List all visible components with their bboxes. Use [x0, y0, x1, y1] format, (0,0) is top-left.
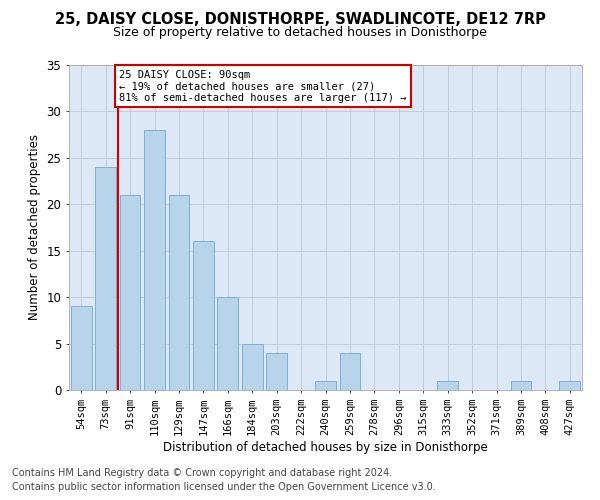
Bar — [437, 380, 458, 390]
X-axis label: Distribution of detached houses by size in Donisthorpe: Distribution of detached houses by size … — [163, 440, 488, 454]
Bar — [144, 130, 165, 390]
Bar — [242, 344, 263, 390]
Bar — [511, 380, 532, 390]
Bar — [119, 195, 140, 390]
Bar — [193, 242, 214, 390]
Text: Contains public sector information licensed under the Open Government Licence v3: Contains public sector information licen… — [12, 482, 436, 492]
Bar — [266, 353, 287, 390]
Bar — [71, 306, 92, 390]
Text: 25 DAISY CLOSE: 90sqm
← 19% of detached houses are smaller (27)
81% of semi-deta: 25 DAISY CLOSE: 90sqm ← 19% of detached … — [119, 70, 407, 103]
Bar — [217, 297, 238, 390]
Bar — [169, 195, 190, 390]
Text: 25, DAISY CLOSE, DONISTHORPE, SWADLINCOTE, DE12 7RP: 25, DAISY CLOSE, DONISTHORPE, SWADLINCOT… — [55, 12, 545, 28]
Bar — [559, 380, 580, 390]
Text: Size of property relative to detached houses in Donisthorpe: Size of property relative to detached ho… — [113, 26, 487, 39]
Y-axis label: Number of detached properties: Number of detached properties — [28, 134, 41, 320]
Bar — [340, 353, 361, 390]
Bar — [95, 167, 116, 390]
Bar — [315, 380, 336, 390]
Text: Contains HM Land Registry data © Crown copyright and database right 2024.: Contains HM Land Registry data © Crown c… — [12, 468, 392, 477]
